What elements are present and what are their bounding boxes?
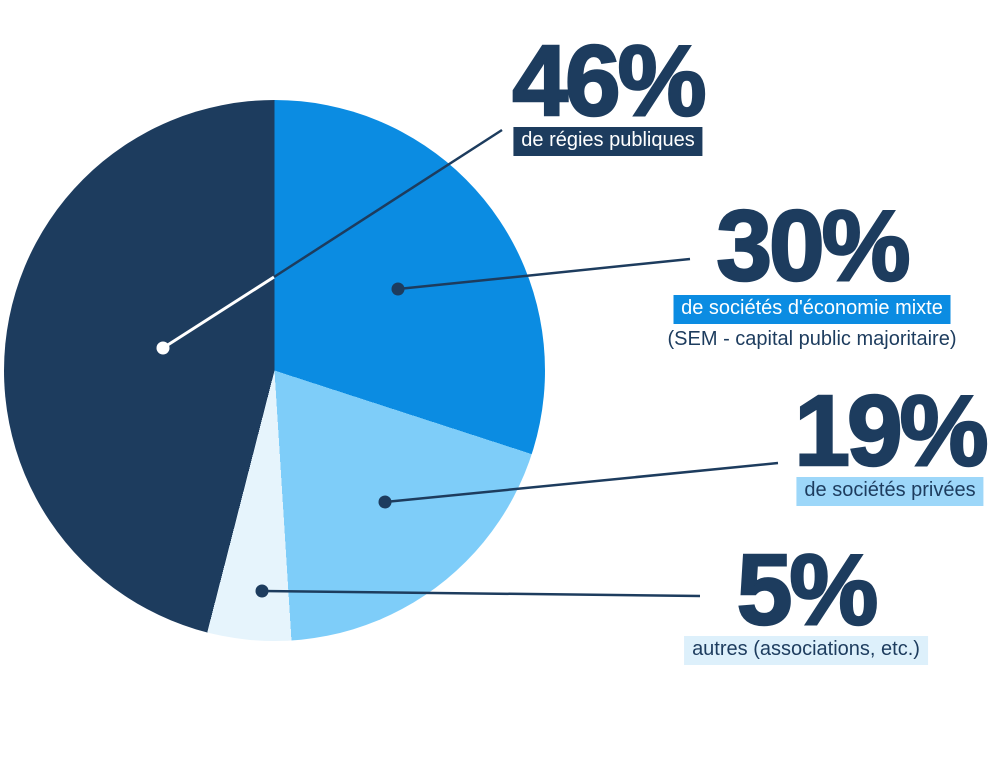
- tag-privees: de sociétés privées: [796, 477, 984, 506]
- tag-regies: de régies publiques: [513, 127, 703, 156]
- pie-chart: [4, 100, 545, 641]
- pct-autres: 5%: [735, 534, 879, 646]
- pct-sem: 30%: [715, 190, 912, 302]
- pct-regies: 46%: [511, 25, 708, 137]
- sublabel-sem: (SEM - capital public majoritaire): [667, 328, 957, 350]
- callout-privees: 19% de sociétés privées: [793, 375, 990, 506]
- pct-privees: 19%: [793, 375, 990, 487]
- callout-regies: 46% de régies publiques: [511, 25, 708, 156]
- tag-autres: autres (associations, etc.): [684, 636, 928, 665]
- tag-sem: de sociétés d'économie mixte: [673, 295, 951, 324]
- callout-autres: 5% autres (associations, etc.): [684, 534, 928, 665]
- callout-sem: 30% de sociétés d'économie mixte (SEM - …: [667, 190, 957, 350]
